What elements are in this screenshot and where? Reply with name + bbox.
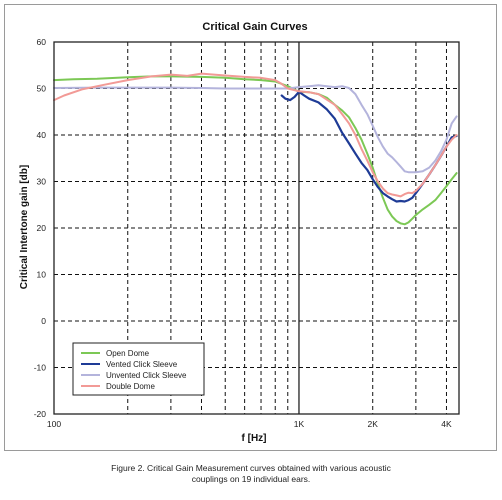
series-line-double-dome — [53, 72, 458, 198]
x-tick-label: 100 — [47, 419, 61, 429]
legend-label: Unvented Click Sleeve — [106, 371, 187, 380]
legend-label: Open Dome — [106, 349, 150, 358]
figure-caption-line-1: Figure 2. Critical Gain Measurement curv… — [111, 463, 391, 473]
chart-title: Critical Gain Curves — [202, 21, 307, 33]
y-tick-label: 20 — [37, 223, 47, 233]
y-tick-label: 40 — [37, 130, 47, 140]
y-tick-label: 10 — [37, 270, 47, 280]
tick-layer: -20 -10 0 10 20 30 40 50 60 100 1K 2K 4K — [34, 37, 452, 429]
y-tick-label: -20 — [34, 409, 47, 419]
series-layer — [53, 72, 458, 226]
y-tick-label: 60 — [37, 37, 47, 47]
y-tick-label: -10 — [34, 363, 47, 373]
figure-caption-line-2: couplings on 19 individual ears. — [191, 474, 311, 484]
critical-gain-chart: Critical Gain Curves f [Hz] Critical Int… — [19, 21, 460, 444]
y-axis-label: Critical Intertone gain [db] — [19, 165, 30, 289]
x-axis-label: f [Hz] — [242, 433, 267, 444]
plot-border — [53, 41, 460, 415]
x-tick-label: 1K — [294, 419, 305, 429]
series-line-vented-click-sleeve — [280, 90, 458, 203]
x-tick-label: 4K — [441, 419, 452, 429]
series-line-open-dome — [53, 75, 458, 226]
legend-label: Vented Click Sleeve — [106, 360, 178, 369]
x-tick-label: 2K — [368, 419, 379, 429]
y-tick-label: 50 — [37, 84, 47, 94]
y-tick-label: 30 — [37, 177, 47, 187]
legend: Open Dome Vented Click Sleeve Unvented Cli… — [72, 342, 205, 396]
legend-label: Double Dome — [106, 382, 155, 391]
y-tick-label: 0 — [41, 316, 46, 326]
series-line-unvented-click-sleeve — [53, 84, 458, 174]
